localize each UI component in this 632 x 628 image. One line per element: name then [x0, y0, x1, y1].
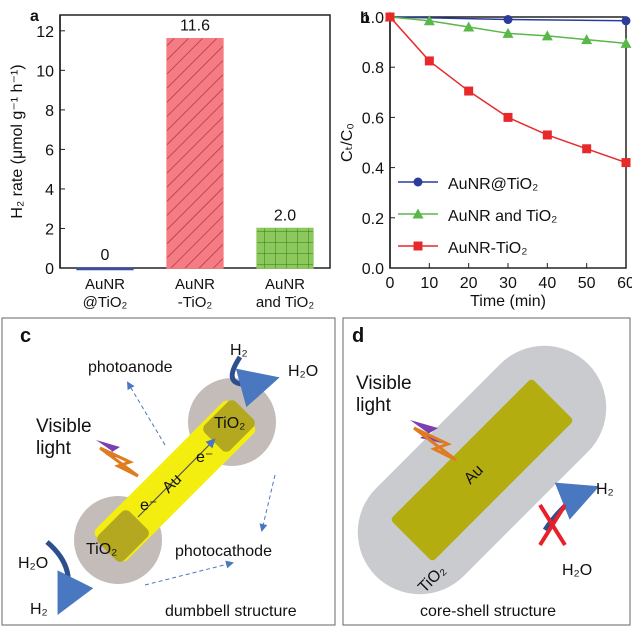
- diagram-label: H₂O: [288, 363, 318, 380]
- value-label: 0: [101, 247, 110, 264]
- y-tick-label: 6: [45, 142, 54, 159]
- bar: [77, 268, 133, 270]
- y-tick-label: 0.4: [362, 161, 384, 178]
- y-tick-label: 0.6: [362, 110, 384, 127]
- diagram-label: photoanode: [88, 359, 173, 376]
- diagram-label: H₂: [30, 601, 48, 618]
- bar-pattern: [167, 39, 223, 268]
- series-line: [390, 17, 626, 163]
- point: [504, 15, 513, 24]
- figure-svg: c d photoanode H₂ H₂O TiO₂ TiO₂ e⁻ Au e⁻…: [0, 0, 632, 628]
- diagram-label: Visible light: [36, 416, 92, 460]
- point: [386, 13, 395, 22]
- y-tick-label: 0.2: [362, 211, 384, 228]
- bar-pattern: [257, 228, 313, 268]
- legend-marker: [414, 178, 423, 187]
- value-label: 11.6: [180, 18, 210, 35]
- x-tick-label: 20: [460, 275, 478, 292]
- point: [582, 144, 591, 153]
- y-tick-label: 8: [45, 103, 54, 120]
- diagram-label: TiO₂: [86, 541, 117, 558]
- y-tick-label: 10: [36, 63, 54, 80]
- y-tick-label: 0.0: [362, 261, 384, 278]
- panel-label: c: [20, 325, 31, 347]
- x-tick-label: 10: [420, 275, 438, 292]
- diagram-label: H₂O: [562, 562, 592, 579]
- value-label: 2.0: [274, 207, 296, 224]
- legend-marker: [414, 242, 423, 251]
- y-axis-label: H₂ rate (μmol g⁻¹ h⁻¹): [9, 64, 26, 218]
- y-tick-label: 0.8: [362, 60, 384, 77]
- y-tick-label: 2: [45, 221, 54, 238]
- y-tick-label: 12: [36, 24, 54, 41]
- x-tick-label: 50: [578, 275, 596, 292]
- x-axis-label: Time (min): [470, 293, 546, 310]
- diagram-label: e⁻: [140, 497, 157, 514]
- diagram-label: H₂: [596, 481, 614, 498]
- point: [504, 113, 513, 122]
- y-tick-label: 0: [45, 261, 54, 278]
- legend-label: AuNR@TiO₂: [448, 176, 538, 193]
- point: [464, 87, 473, 96]
- panel-label: a: [30, 8, 39, 25]
- diagram-label: photocathode: [175, 543, 272, 560]
- x-tick-label: AuNR @TiO₂: [83, 276, 128, 312]
- figure: c d photoanode H₂ H₂O TiO₂ TiO₂ e⁻ Au e⁻…: [0, 0, 632, 628]
- y-axis-label: Cₜ/C₀: [339, 123, 356, 162]
- plot-frame: [390, 17, 626, 268]
- point: [425, 56, 434, 65]
- x-tick-label: AuNR -TiO₂: [175, 276, 215, 312]
- y-tick-label: 4: [45, 182, 54, 199]
- diagram-label: H₂: [230, 342, 248, 359]
- x-tick-label: 0: [386, 275, 395, 292]
- point: [543, 130, 552, 139]
- diagram-label: H₂O: [18, 555, 48, 572]
- panel-label: b: [360, 10, 370, 27]
- diagram-label: e⁻: [196, 449, 213, 466]
- legend-label: AuNR-TiO₂: [448, 240, 527, 257]
- diagram-label: TiO₂: [214, 415, 245, 432]
- diagram-caption: dumbbell structure: [165, 603, 297, 620]
- diagram-caption: core-shell structure: [420, 603, 556, 620]
- x-tick-label: AuNR and TiO₂: [256, 276, 314, 312]
- point: [622, 16, 631, 25]
- diagram-label: Visible light: [356, 373, 412, 417]
- x-tick-label: 30: [499, 275, 517, 292]
- legend-label: AuNR and TiO₂: [448, 208, 557, 225]
- point: [622, 158, 631, 167]
- x-tick-label: 40: [538, 275, 556, 292]
- x-tick-label: 60: [617, 275, 632, 292]
- panel-label: d: [352, 325, 364, 347]
